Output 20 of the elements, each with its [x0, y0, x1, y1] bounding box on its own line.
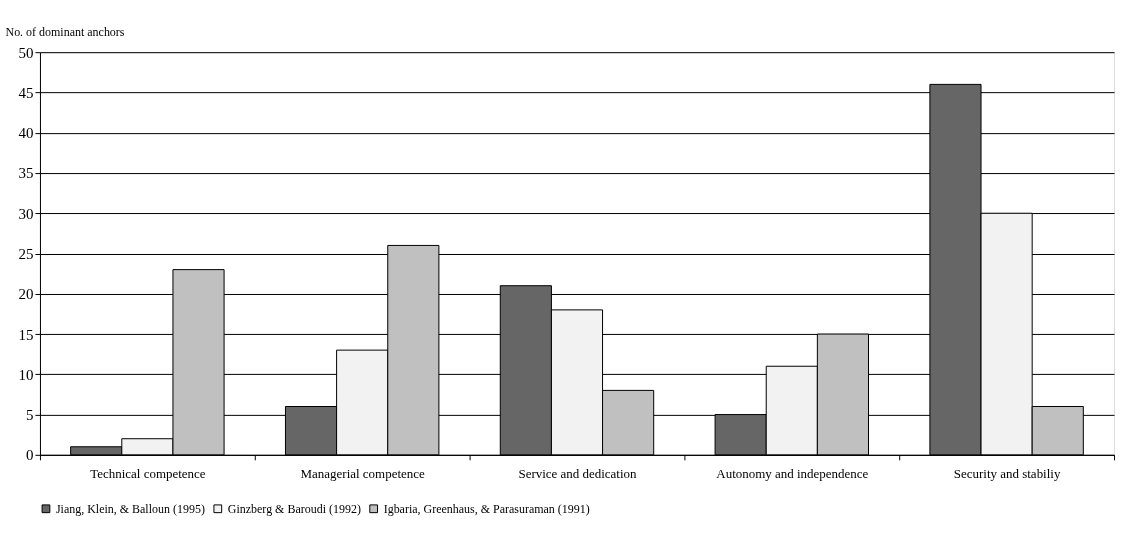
- y-tick-label: 10: [18, 366, 34, 383]
- y-tick-label: 0: [25, 447, 34, 464]
- y-axis-title: No. of dominant anchors: [5, 24, 125, 39]
- x-tick-label: Technical competence: [90, 466, 206, 482]
- y-tick-label: 25: [18, 246, 34, 262]
- x-tick-label: Service and dedication: [518, 466, 638, 482]
- y-tick-label: 50: [18, 44, 34, 61]
- y-tick-label: 5: [25, 407, 34, 424]
- y-tick-label: 20: [18, 286, 34, 303]
- legend-label: Ginzberg & Baroudi (1992): [227, 501, 361, 516]
- y-tick-label: 35: [18, 165, 34, 182]
- legend-label: Jiang, Klein, & Balloun (1995): [55, 501, 205, 516]
- y-tick-label: 45: [18, 84, 34, 101]
- x-tick-label: Security and stabiliy: [953, 466, 1061, 482]
- x-tick-label: Managerial competence: [300, 466, 426, 482]
- legend-label: Igbaria, Greenhaus, & Parasuraman (1991): [383, 501, 590, 516]
- x-tick-label: Autonomy and independence: [716, 466, 869, 482]
- y-tick-label: 40: [18, 125, 34, 142]
- y-tick-label: 30: [18, 205, 34, 222]
- y-tick-label: 15: [18, 326, 34, 343]
